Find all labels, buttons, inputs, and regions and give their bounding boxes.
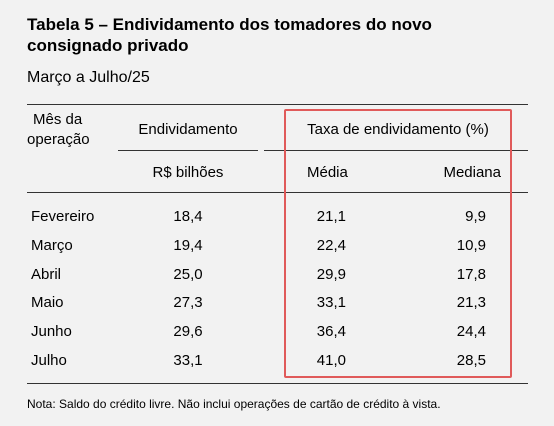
row-month: Abril bbox=[31, 266, 62, 283]
row-mean: 22,4 bbox=[316, 237, 346, 254]
table-subtitle: Março a Julho/25 bbox=[27, 69, 150, 86]
row-median: 17,8 bbox=[456, 266, 486, 283]
row-month: Julho bbox=[31, 352, 67, 369]
bottom-rule bbox=[27, 383, 528, 384]
row-mean: 29,9 bbox=[316, 266, 346, 283]
header-debt-unit: R$ bilhões bbox=[152, 164, 224, 181]
row-median: 21,3 bbox=[456, 294, 486, 311]
row-median: 9,9 bbox=[465, 208, 486, 225]
row-month: Maio bbox=[31, 294, 64, 311]
row-mean: 41,0 bbox=[316, 352, 346, 369]
row-month: Março bbox=[31, 237, 73, 254]
highlight-box bbox=[284, 109, 512, 378]
table-note: Nota: Saldo do crédito livre. Não inclui… bbox=[27, 397, 441, 411]
header-median: Mediana bbox=[443, 164, 501, 181]
header-rule-rate bbox=[264, 150, 528, 151]
row-mean: 33,1 bbox=[316, 294, 346, 311]
row-debt: 29,6 bbox=[173, 323, 203, 340]
header-rule-debt bbox=[118, 150, 258, 151]
header-month-line2: operação bbox=[27, 131, 90, 148]
row-median: 24,4 bbox=[456, 323, 486, 340]
row-mean: 21,1 bbox=[316, 208, 346, 225]
row-debt: 19,4 bbox=[173, 237, 203, 254]
header-rate: Taxa de endividamento (%) bbox=[307, 121, 489, 138]
table-title: Tabela 5 – Endividamento dos tomadores d… bbox=[27, 15, 432, 55]
row-debt: 25,0 bbox=[173, 266, 203, 283]
row-debt: 18,4 bbox=[173, 208, 203, 225]
header-mean: Média bbox=[307, 164, 348, 181]
row-debt: 33,1 bbox=[173, 352, 203, 369]
row-median: 10,9 bbox=[456, 237, 486, 254]
header-month-line1: Mês da bbox=[33, 111, 83, 128]
row-month: Junho bbox=[31, 323, 72, 340]
row-mean: 36,4 bbox=[316, 323, 346, 340]
header-debt: Endividamento bbox=[138, 121, 238, 138]
row-month: Fevereiro bbox=[31, 208, 95, 225]
row-median: 28,5 bbox=[456, 352, 486, 369]
top-rule bbox=[27, 104, 528, 105]
header-bottom-rule bbox=[27, 192, 528, 193]
row-debt: 27,3 bbox=[173, 294, 203, 311]
